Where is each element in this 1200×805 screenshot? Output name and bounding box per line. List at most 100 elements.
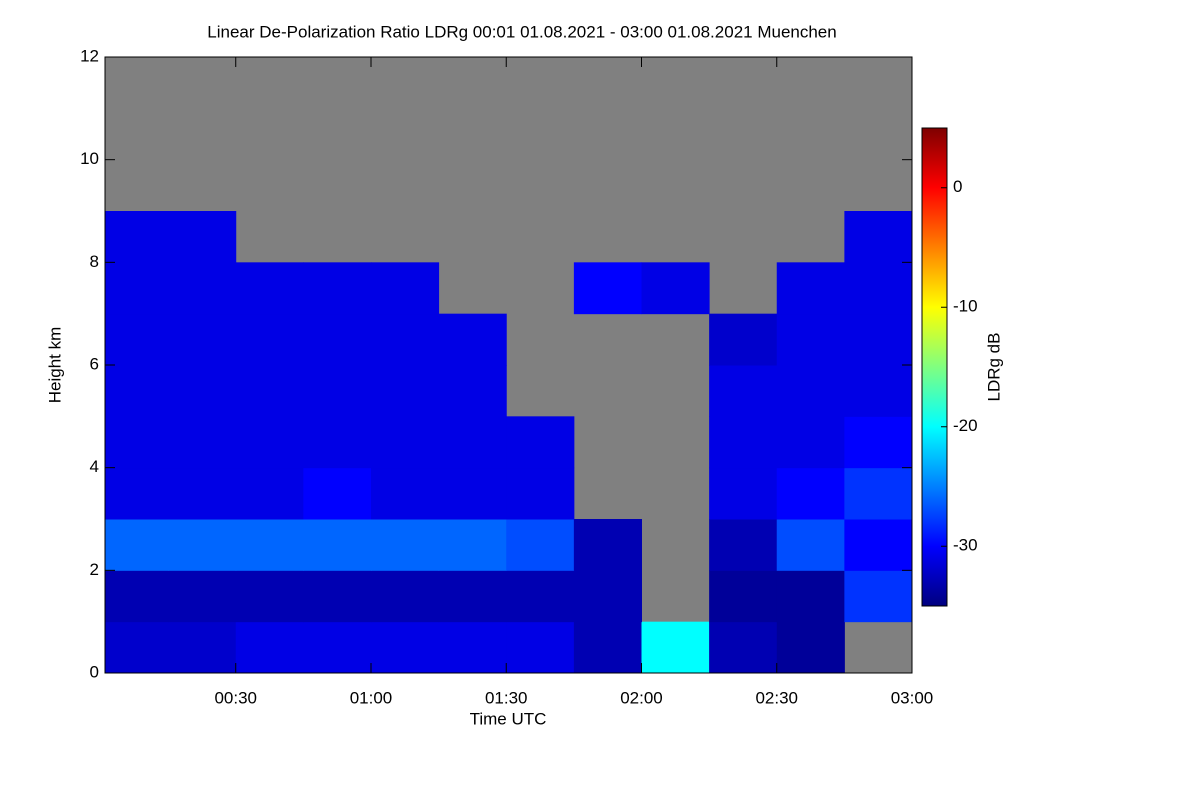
heat-cell — [168, 570, 237, 623]
x-tick-label: 00:30 — [214, 688, 257, 707]
colorbar-tick-label: -30 — [953, 536, 978, 555]
heat-cell — [776, 570, 845, 623]
heat-cell — [303, 621, 372, 673]
plot-area — [105, 57, 912, 673]
y-tick-label: 6 — [90, 354, 99, 373]
heat-cell — [168, 416, 237, 469]
y-tick-label: 4 — [90, 457, 99, 476]
heat-cell — [844, 519, 912, 571]
heat-cell — [573, 262, 642, 315]
colorbar-tick-label: -10 — [953, 297, 978, 316]
chart-title: Linear De-Polarization Ratio LDRg 00:01 … — [207, 22, 836, 41]
heat-cell — [709, 313, 778, 366]
heat-cell — [776, 416, 845, 469]
heat-cell — [438, 621, 507, 673]
heat-cell — [641, 262, 710, 315]
heat-cell — [709, 365, 778, 417]
heat-cell — [506, 467, 575, 520]
x-tick-label: 01:30 — [485, 688, 528, 707]
axes: 00:30 01:00 01:30 02:00 02:30 03:00 0 2 4 6 8 10 12 -… — [80, 46, 978, 707]
heat-cell — [438, 570, 507, 623]
colorbar-tick-label: 0 — [953, 177, 962, 196]
heat-cell — [506, 621, 575, 673]
heat-cell — [844, 262, 912, 315]
heat-cell — [235, 570, 304, 623]
heat-cell — [776, 313, 845, 366]
heat-cell — [105, 313, 169, 366]
heat-cell — [235, 416, 304, 469]
x-tick-label: 02:30 — [755, 688, 798, 707]
heat-cell — [105, 365, 169, 417]
heat-cell — [370, 621, 440, 673]
heat-cell — [709, 621, 778, 673]
heat-cell — [370, 467, 440, 520]
heat-cell — [105, 519, 169, 571]
heat-cell — [776, 621, 845, 673]
heat-cell — [776, 262, 845, 315]
heat-cell — [370, 365, 440, 417]
heat-cell — [844, 570, 912, 623]
heat-cell — [641, 621, 710, 673]
heat-cell — [105, 416, 169, 469]
heat-cell — [506, 570, 575, 623]
y-axis-label: Height km — [45, 327, 64, 404]
heat-cell — [709, 416, 778, 469]
heat-cell — [370, 519, 440, 571]
heat-cell — [168, 621, 237, 673]
y-tick-label: 8 — [90, 252, 99, 271]
heat-cell — [105, 262, 169, 315]
heat-cell — [303, 467, 372, 520]
heat-cell — [168, 313, 237, 366]
heat-cell — [370, 416, 440, 469]
x-tick-label: 01:00 — [350, 688, 393, 707]
x-tick-label: 03:00 — [891, 688, 934, 707]
heat-cell — [168, 467, 237, 520]
heat-cell — [303, 519, 372, 571]
heat-cell — [105, 621, 169, 673]
y-tick-label: 12 — [80, 46, 99, 65]
heat-cell — [168, 365, 237, 417]
heat-cell — [844, 365, 912, 417]
heat-cell — [844, 313, 912, 366]
x-tick-label: 02:00 — [620, 688, 663, 707]
heat-cell — [776, 365, 845, 417]
heat-cell — [506, 519, 575, 571]
heat-cell — [168, 519, 237, 571]
colorbar — [921, 127, 948, 607]
heat-cell — [303, 262, 372, 315]
heat-cell — [438, 467, 507, 520]
heat-cell — [235, 313, 304, 366]
heat-cell — [105, 211, 169, 263]
heat-cell — [573, 570, 642, 623]
heat-cell — [235, 519, 304, 571]
heat-cell — [776, 467, 845, 520]
heat-cell — [370, 570, 440, 623]
heat-cell — [303, 365, 372, 417]
heat-cell — [573, 519, 642, 571]
heat-cell — [709, 467, 778, 520]
heat-cell — [303, 416, 372, 469]
y-tick-label: 2 — [90, 560, 99, 579]
heat-cell — [168, 211, 237, 263]
heat-cell — [709, 519, 778, 571]
heat-cell — [235, 262, 304, 315]
heat-cell — [235, 365, 304, 417]
heat-cell — [506, 416, 575, 469]
y-tick-label: 10 — [80, 149, 99, 168]
heat-cell — [370, 313, 440, 366]
heat-cell — [105, 570, 169, 623]
y-tick-label: 0 — [90, 662, 99, 681]
heat-cell — [438, 519, 507, 571]
heat-cell — [438, 365, 507, 417]
heat-cell — [303, 570, 372, 623]
heat-cell — [844, 467, 912, 520]
heat-cell — [168, 262, 237, 315]
heat-cell — [573, 621, 642, 673]
heat-cell — [438, 416, 507, 469]
heat-cell — [776, 519, 845, 571]
heat-cell — [709, 570, 778, 623]
heat-cell — [844, 416, 912, 469]
heat-cell — [235, 621, 304, 673]
heat-cell — [370, 262, 440, 315]
